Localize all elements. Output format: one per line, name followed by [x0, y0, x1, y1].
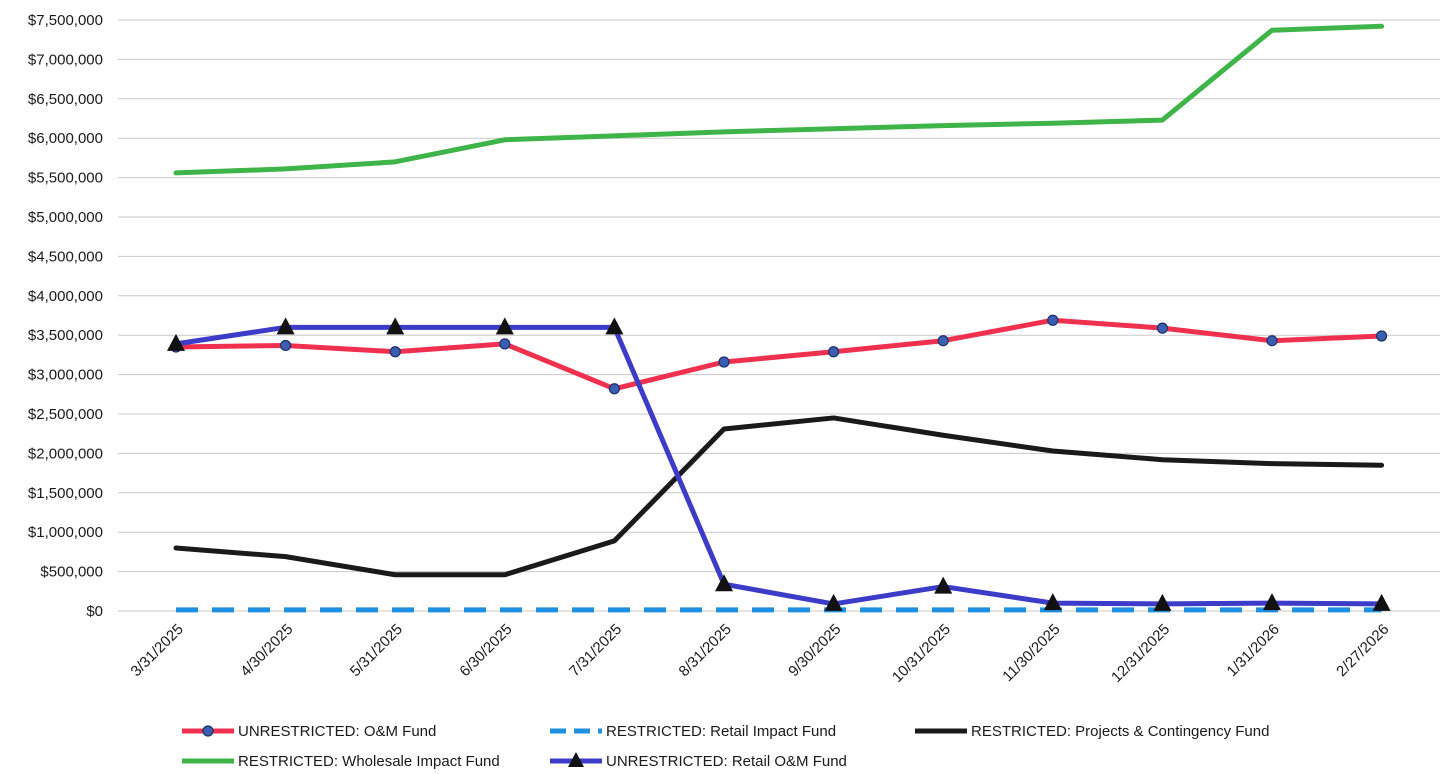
- data-point: [280, 339, 292, 352]
- y-tick-label: $1,000,000: [28, 524, 103, 541]
- data-point: [389, 346, 401, 358]
- x-tick-label: 11/30/2025: [999, 621, 1063, 685]
- data-point: [824, 593, 843, 611]
- legend-item: RESTRICTED: Projects & Contingency Fund: [915, 723, 1269, 740]
- data-point: [1372, 593, 1391, 611]
- data-point: [934, 576, 953, 594]
- series-line: [173, 317, 1385, 392]
- x-tick-label: 2/27/2026: [1333, 621, 1392, 680]
- y-tick-label: $6,000,000: [28, 130, 103, 147]
- y-tick-label: $2,500,000: [28, 406, 103, 423]
- data-point: [715, 574, 733, 592]
- data-point: [1375, 330, 1388, 342]
- legend-label: RESTRICTED: Retail Impact Fund: [606, 723, 836, 740]
- y-tick-label: $5,000,000: [28, 209, 103, 226]
- legend-marker: [568, 752, 584, 767]
- data-point: [499, 338, 511, 350]
- y-tick-label: $7,000,000: [28, 51, 103, 68]
- data-point: [1047, 314, 1059, 326]
- x-tick-label: 8/31/2025: [676, 621, 735, 680]
- data-point: [605, 317, 624, 335]
- series-unrestricted-retail-o-m-fund: [167, 317, 1391, 611]
- x-tick-label: 3/31/2025: [128, 621, 187, 680]
- y-axis-tick-labels: $0 $500,000 $1,000,000 $1,500,000 $2,000,000…: [28, 12, 103, 620]
- x-tick-label: 5/31/2025: [347, 621, 406, 680]
- y-tick-label: $500,000: [40, 564, 103, 581]
- x-tick-label: 10/31/2025: [889, 621, 954, 686]
- x-axis-tick-labels: 3/31/2025 4/30/2025 5/31/2025 6/30/2025 7/31…: [128, 621, 1393, 686]
- data-point: [1263, 593, 1281, 611]
- y-tick-label: $7,500,000: [28, 12, 103, 29]
- series-restricted-wholesale-impact-fund: [173, 23, 1385, 176]
- data-point: [1043, 593, 1062, 611]
- data-point: [937, 335, 949, 347]
- legend-item: RESTRICTED: Retail Impact Fund: [550, 723, 836, 740]
- y-tick-label: $0: [86, 603, 103, 620]
- x-tick-label: 4/30/2025: [237, 621, 296, 680]
- data-point: [386, 317, 405, 335]
- y-tick-label: $6,500,000: [28, 91, 103, 108]
- series-line: [173, 23, 1385, 176]
- legend-item: RESTRICTED: Wholesale Impact Fund: [182, 753, 500, 770]
- data-point: [1153, 593, 1172, 611]
- gridlines: [118, 19, 1440, 612]
- data-point: [1266, 335, 1278, 347]
- x-tick-label: 7/31/2025: [566, 621, 625, 680]
- legend-item: UNRESTRICTED: O&M Fund: [182, 723, 436, 740]
- data-point: [276, 317, 295, 335]
- x-tick-label: 12/31/2025: [1108, 621, 1173, 686]
- x-tick-label: 9/30/2025: [785, 621, 844, 680]
- legend-label: RESTRICTED: Wholesale Impact Fund: [238, 753, 500, 770]
- y-tick-label: $4,500,000: [28, 248, 103, 265]
- series-line: [173, 324, 1385, 607]
- legend-label: RESTRICTED: Projects & Contingency Fund: [971, 723, 1269, 740]
- y-tick-label: $3,000,000: [28, 367, 103, 384]
- legend: UNRESTRICTED: O&M Fund RESTRICTED: Retail…: [182, 723, 1269, 770]
- y-tick-label: $1,500,000: [28, 485, 103, 502]
- data-point: [167, 333, 185, 351]
- data-point: [718, 356, 730, 368]
- series-line: [173, 415, 1385, 578]
- y-tick-label: $5,500,000: [28, 170, 103, 187]
- y-tick-label: $4,000,000: [28, 288, 103, 305]
- data-point: [495, 317, 514, 335]
- y-tick-label: $2,000,000: [28, 445, 103, 462]
- y-tick-label: $3,500,000: [28, 327, 103, 344]
- data-point: [827, 346, 840, 358]
- series-restricted-projects-contingency-fund: [173, 415, 1385, 578]
- series-lines: [167, 23, 1391, 613]
- x-tick-label: 6/30/2025: [456, 621, 515, 680]
- legend-item: UNRESTRICTED: Retail O&M Fund: [550, 752, 847, 770]
- legend-marker: [202, 725, 214, 737]
- data-point: [1156, 322, 1169, 334]
- x-tick-label: 1/31/2026: [1224, 621, 1283, 680]
- data-point: [608, 383, 621, 395]
- legend-label: UNRESTRICTED: Retail O&M Fund: [606, 753, 847, 770]
- legend-label: UNRESTRICTED: O&M Fund: [238, 723, 436, 740]
